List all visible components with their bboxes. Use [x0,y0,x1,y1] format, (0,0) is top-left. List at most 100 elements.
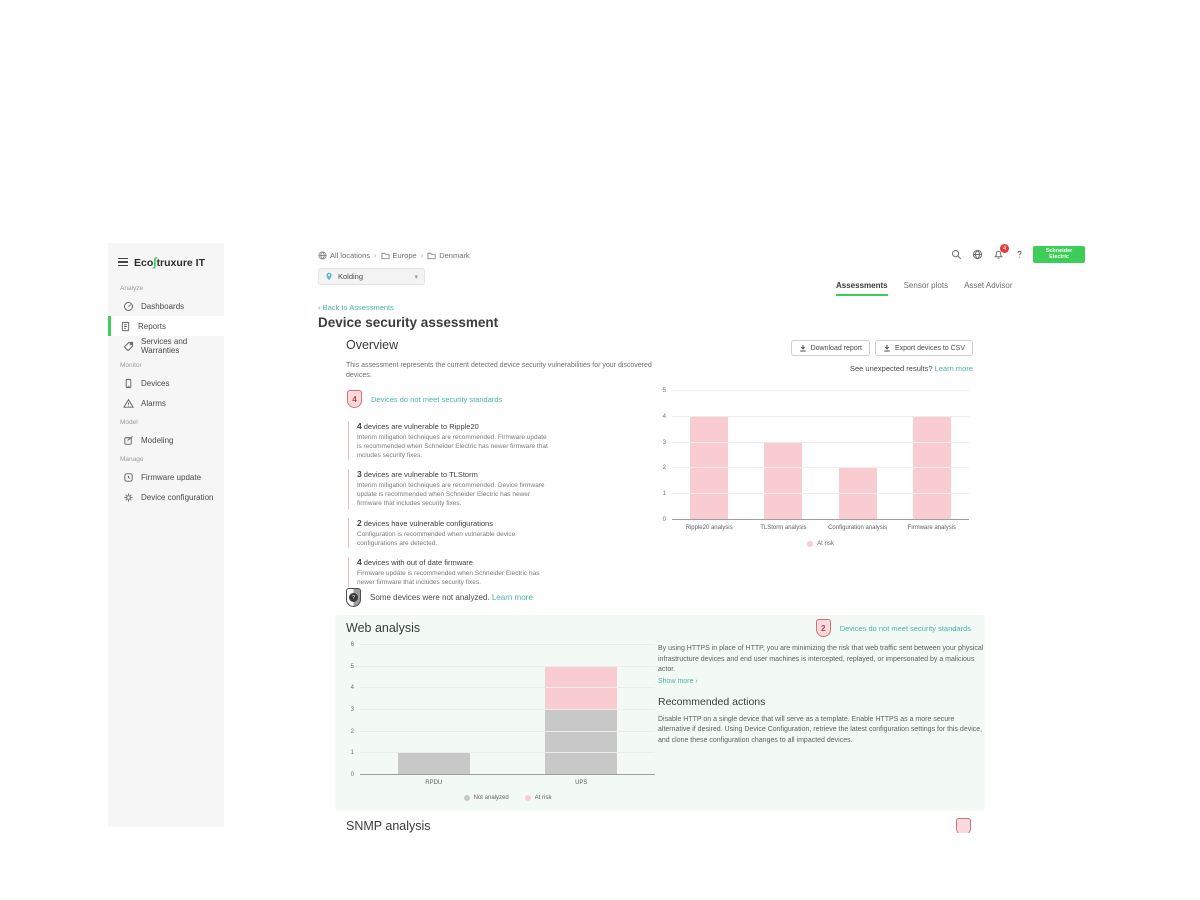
tag-icon [123,341,134,351]
download-report-button[interactable]: Download report [790,340,870,356]
finding-ripple20: 4 devices are vulnerable to Ripple20 Inte… [348,421,553,461]
x-axis-label: TLStorm analysis [760,525,807,531]
risk-shield-badge [956,818,971,833]
page-title: Device security assessment [318,315,499,330]
bar-at-risk [764,442,803,520]
alert-triangle-icon [123,398,134,408]
sidebar: Eco∫truxure IT Analyze Dashboards Report… [108,243,224,827]
x-axis-label: UPS [575,780,588,786]
breadcrumb-separator: › [374,251,377,260]
x-axis-label: Firmware analysis [907,525,957,531]
report-icon [121,321,130,331]
gridline [360,644,655,645]
gridline [672,441,969,443]
x-axis-label: Configuration analysis [828,525,888,531]
location-selector[interactable]: Kolding ▾ [318,268,425,285]
plot-area [672,390,969,520]
y-tick-label: 6 [350,642,354,648]
logo-mark-icon: ∫ [153,255,157,269]
gear-icon [124,492,133,502]
y-axis: 0 1 2 3 4 5 6 [344,642,358,778]
learn-more-link[interactable]: Learn more [491,593,533,602]
tab-asset-advisor[interactable]: Asset Advisor [964,281,1013,290]
sidebar-header: Eco∫truxure IT [108,253,224,279]
sidebar-item-reports[interactable]: Reports [108,316,224,336]
show-more-link[interactable]: Show more › [658,677,698,685]
bar-slot [821,391,895,520]
y-tick-label: 3 [662,439,666,446]
sidebar-item-services-warranties[interactable]: Services and Warranties [108,336,224,356]
app-window: Eco∫truxure IT Analyze Dashboards Report… [108,243,1085,848]
finding-configurations: 2 devices have vulnerable configurations … [348,517,553,548]
bar-slot [895,391,969,520]
plot-area [360,644,656,775]
web-analysis-heading: Web analysis [346,621,421,635]
snmp-analysis-section: SNMP analysis [335,817,985,833]
back-to-assessments-link[interactable]: ‹ Back to Assessments [318,303,394,312]
learn-more-link[interactable]: Learn more [934,364,973,373]
gridline [672,493,969,495]
sidebar-item-firmware-update[interactable]: Firmware update [108,467,224,487]
search-icon[interactable] [950,248,963,261]
download-icon [884,345,890,352]
schneider-electric-logo[interactable]: Schneider Electric [1033,246,1085,263]
export-csv-button[interactable]: Export devices to CSV [874,340,973,356]
breadcrumb-europe[interactable]: Europe [380,251,417,260]
legend-item: At risk [524,795,551,801]
y-tick-label: 1 [350,750,354,757]
finding-tlstorm: 3 devices are vulnerable to TLStorm Inter… [348,469,553,509]
chevron-down-icon: ▾ [414,273,418,281]
y-tick-label: 3 [350,707,354,713]
bar-slot [746,391,820,520]
gridline [672,415,969,417]
y-tick-label: 2 [350,728,354,735]
bar-at-risk [912,416,951,520]
menu-icon[interactable] [118,257,128,267]
gridline [360,687,655,689]
x-axis-line [360,774,655,775]
devices-not-meet-standards-link[interactable]: Devices do not meet security standards [839,623,971,633]
snmp-risk-badge [956,818,971,833]
legend-item: Not analyzed [463,795,509,801]
nav-section-manage: Manage [120,456,144,463]
recommended-actions-text: Disable HTTP on a single device that wil… [658,715,983,744]
overview-heading: Overview [346,338,399,352]
notifications-bell-icon[interactable]: 4 [992,244,1009,261]
finding-firmware: 4 devices with out of date firmware Firmw… [348,556,553,587]
breadcrumb-separator: › [420,251,424,260]
sidebar-item-alarms[interactable]: Alarms [108,393,224,413]
bar-slot [508,645,656,775]
web-analysis-description: By using HTTPS in place of HTTP, you are… [658,645,984,673]
globe-language-icon[interactable] [971,248,984,261]
bar-not-analyzed [397,753,470,775]
gridline [360,665,655,667]
findings-list: 4 devices are vulnerable to Ripple20 Inte… [348,421,553,596]
overview-description: This assessment represents the current d… [346,362,652,380]
folder-icon [380,252,390,260]
sidebar-item-devices[interactable]: Devices [108,373,224,393]
sidebar-item-dashboards[interactable]: Dashboards [108,296,224,316]
tab-sensor-plots[interactable]: Sensor plots [903,281,949,290]
tab-bar: Assessments Sensor plots Asset Advisor [836,281,1013,296]
legend-item: At risk [807,541,834,547]
x-axis-line [672,519,969,520]
help-icon[interactable] [1013,248,1026,261]
nav-section-analyze: Analyze [120,285,144,292]
risk-shield-badge: 4 [347,390,362,408]
devices-not-meet-standards-link[interactable]: Devices do not meet security standards [371,394,503,404]
breadcrumb-all-locations[interactable]: All locations [318,251,370,260]
snmp-analysis-heading: SNMP analysis [346,819,431,833]
y-tick-label: 0 [350,772,354,778]
tab-assessments[interactable]: Assessments [836,281,888,296]
x-axis-label: RPDU [425,780,443,786]
nav-section-model: Model [120,419,138,426]
location-selector-value: Kolding [338,272,364,281]
x-axis-label: Ripple20 analysis [685,525,733,531]
risk-shield-badge: 2 [815,619,831,637]
breadcrumb-denmark[interactable]: Denmark [427,251,470,260]
sidebar-item-device-configuration[interactable]: Device configuration [108,487,224,507]
sidebar-item-modeling[interactable]: Modeling [108,430,224,450]
download-icon [799,345,806,352]
bar-slot [360,645,508,775]
folder-icon [427,252,436,260]
